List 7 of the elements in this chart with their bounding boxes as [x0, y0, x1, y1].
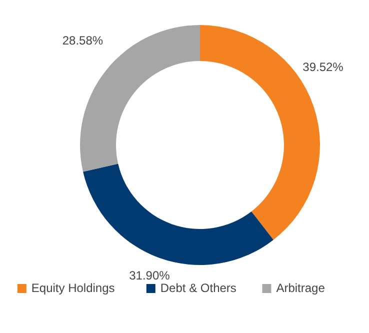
- donut-slice: [83, 164, 274, 265]
- data-label: 28.58%: [62, 34, 104, 48]
- legend-label: Equity Holdings: [31, 281, 115, 296]
- legend-label: Arbitrage: [276, 281, 326, 296]
- data-label: 39.52%: [302, 60, 344, 74]
- legend-label: Debt & Others: [160, 281, 236, 296]
- data-label: 31.90%: [129, 268, 170, 282]
